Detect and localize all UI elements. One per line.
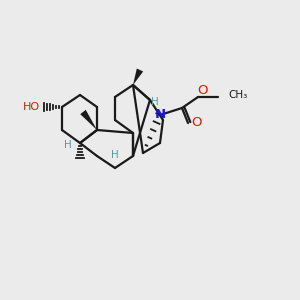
Text: H: H xyxy=(64,140,72,150)
Text: HO: HO xyxy=(23,102,40,112)
Text: N: N xyxy=(154,109,166,122)
Text: CH₃: CH₃ xyxy=(228,90,247,100)
Polygon shape xyxy=(80,110,97,130)
Text: H: H xyxy=(111,150,119,160)
Text: O: O xyxy=(198,85,208,98)
Text: H: H xyxy=(151,97,159,107)
Polygon shape xyxy=(133,68,143,85)
Text: O: O xyxy=(192,116,202,130)
